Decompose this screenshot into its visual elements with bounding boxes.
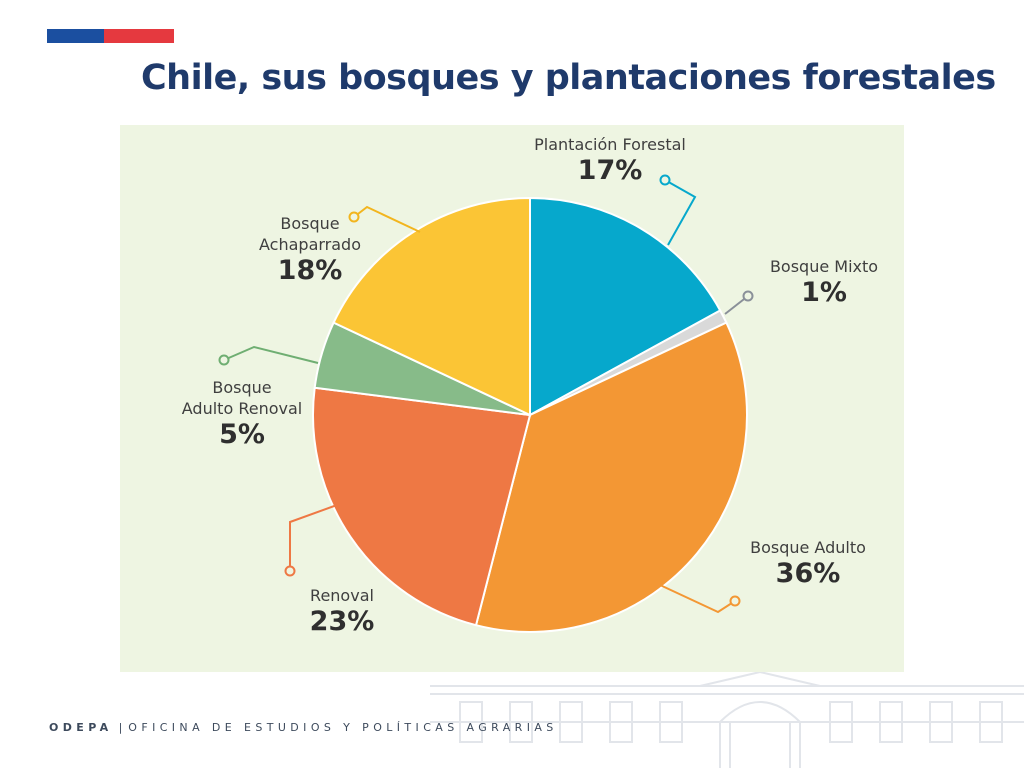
slice-name-bosque-adulto: Bosque Adulto xyxy=(750,538,866,557)
pie-slice-bosque-adulto xyxy=(474,321,748,633)
slice-name-bosque-achaparrado: Bosque xyxy=(280,214,339,233)
pie-slice-renoval xyxy=(312,386,532,627)
footer: ODEPA | OFICINA DE ESTUDIOS Y POLÍTICAS AG… xyxy=(49,721,558,734)
pie-slice-plantacion-forestal xyxy=(529,196,722,417)
slice-name-renoval: Renoval xyxy=(310,586,374,605)
leader-dot-bosque-achaparrado xyxy=(348,211,360,223)
footer-org-name: OFICINA DE ESTUDIOS Y POLÍTICAS AGRARIAS xyxy=(128,721,558,734)
leader-dot-renoval xyxy=(284,565,296,577)
leader-line-bosque-achaparrado xyxy=(353,205,421,233)
leader-line-renoval xyxy=(289,504,338,571)
slice-name-bosque-mixto: Bosque Mixto xyxy=(770,257,878,276)
page-title: Chile, sus bosques y plantaciones forest… xyxy=(141,58,996,98)
slice-percent-bosque-adulto-renoval: 5% xyxy=(219,419,265,450)
leader-line-bosque-adulto-renoval xyxy=(223,345,319,364)
pie-slice-bosque-achaparrado xyxy=(332,196,531,417)
building-watermark-illustration xyxy=(430,672,1024,768)
slice-name-bosque-achaparrado-line2: Achaparrado xyxy=(259,235,361,254)
leader-dot-bosque-adulto xyxy=(729,595,741,607)
chart-panel: Plantación Forestal 17% Bosque Mixto 1% Bosq… xyxy=(120,125,904,672)
leader-dot-bosque-adulto-renoval xyxy=(218,354,230,366)
slice-name-bosque-adulto-renoval: Bosque xyxy=(212,378,271,397)
footer-separator: | xyxy=(118,721,123,734)
slice-percent-bosque-mixto: 1% xyxy=(801,277,847,308)
flag-blue-band xyxy=(47,29,104,43)
slice-name-bosque-adulto-renoval-line2: Adulto Renoval xyxy=(182,399,302,418)
footer-org: ODEPA xyxy=(49,721,113,734)
slice-percent-plantacion-forestal: 17% xyxy=(578,155,643,186)
leader-line-bosque-adulto xyxy=(659,584,736,614)
slice-percent-bosque-achaparrado: 18% xyxy=(278,255,343,286)
slice-percent-bosque-adulto: 36% xyxy=(776,558,841,589)
flag-red-band xyxy=(104,29,174,43)
leader-line-plantacion-forestal xyxy=(664,179,697,246)
leader-dot-bosque-mixto xyxy=(742,290,754,302)
chilean-flag-stripe xyxy=(47,29,174,43)
leader-dot-plantacion-forestal xyxy=(659,174,671,186)
slice-name-plantacion-forestal: Plantación Forestal xyxy=(534,135,686,154)
slice-percent-renoval: 23% xyxy=(310,606,375,637)
